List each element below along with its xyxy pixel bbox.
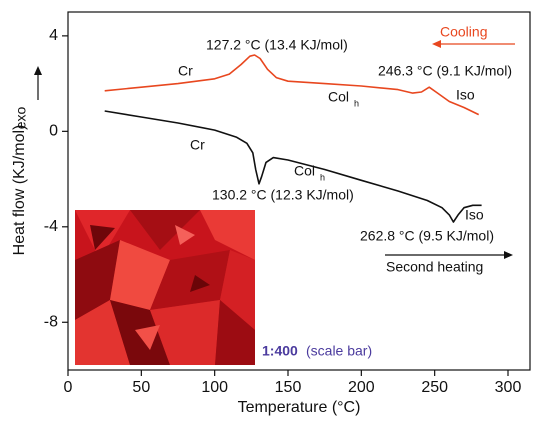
exo-arrow-head [34, 66, 42, 75]
annotation: 130.2 °C (12.3 KJ/mol) [212, 187, 354, 203]
y-tick-label: 0 [49, 123, 58, 140]
cooling-label: Cooling [440, 24, 487, 40]
annotation: 127.2 °C (13.4 KJ/mol) [206, 37, 348, 53]
y-tick-label: 4 [49, 27, 58, 44]
x-tick-label: 250 [421, 379, 448, 396]
x-tick-label: 100 [201, 379, 228, 396]
x-tick-label: 150 [275, 379, 302, 396]
x-tick-label: 300 [495, 379, 522, 396]
y-axis-title: Heat flow (KJ/mol) [11, 125, 28, 256]
cooling-arrow-head [432, 40, 441, 48]
x-axis-title: Temperature (°C) [238, 399, 361, 416]
phase-label-sub: h [354, 98, 359, 108]
x-tick-label: 50 [132, 379, 150, 396]
phase-label-sub: h [320, 172, 325, 182]
heating-label: Second heating [386, 259, 483, 275]
inset-micrograph [75, 210, 255, 365]
annotation: 262.8 °C (9.5 KJ/mol) [360, 228, 494, 244]
chart: 0 50 100 150 200 250 300 4 0 -4 -8 Heat flow (KJ/m… [0, 0, 538, 423]
phase-label: Iso [456, 87, 475, 103]
exo-label: exo [13, 107, 29, 130]
phase-label: Cr [178, 63, 193, 79]
phase-label: Col [328, 89, 349, 105]
x-tick-label: 200 [348, 379, 375, 396]
y-tick-label: -8 [44, 313, 58, 330]
x-tick-label: 0 [64, 379, 73, 396]
y-tick-label: -4 [44, 218, 58, 235]
phase-label: Col [294, 163, 315, 179]
scale-ratio: 1:400 [262, 343, 298, 359]
phase-label: Iso [465, 207, 484, 223]
heating-arrow-head [504, 251, 513, 259]
scale-note: (scale bar) [306, 343, 372, 359]
annotation: 246.3 °C (9.1 KJ/mol) [378, 63, 512, 79]
phase-label: Cr [190, 137, 205, 153]
